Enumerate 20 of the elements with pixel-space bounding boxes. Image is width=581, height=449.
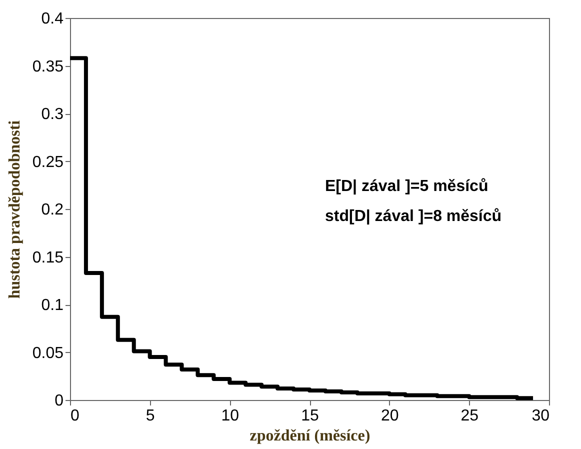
y-axis-title: hustota pravděpodobnosti xyxy=(6,120,24,299)
x-tick-label: 20 xyxy=(380,408,399,424)
x-tick-label: 10 xyxy=(221,408,240,424)
y-tick-label: 0.15 xyxy=(32,249,64,266)
annotation: std[D| zával ]=8 měsíců xyxy=(325,208,502,225)
y-tick-label: 0.35 xyxy=(32,58,64,76)
x-tick-label: 30 xyxy=(532,408,550,424)
y-tick-label: 0.1 xyxy=(41,297,64,314)
x-axis-title: zpoždění (měsíce) xyxy=(250,428,370,444)
y-tick-label: 0.2 xyxy=(41,202,64,218)
y-tick-label: 0.3 xyxy=(41,106,64,123)
x-tick-label: 15 xyxy=(301,408,319,424)
annotation: E[D| zával ]=5 měsíců xyxy=(325,178,488,195)
y-tick-label: 0.25 xyxy=(32,154,64,171)
y-tick-label: 0.4 xyxy=(41,10,64,28)
y-tick-label: 0 xyxy=(54,392,64,410)
y-tick-label: 0.05 xyxy=(32,344,64,362)
x-tick-label: 0 xyxy=(70,408,80,424)
x-tick-label: 25 xyxy=(460,408,479,424)
x-tick-label: 5 xyxy=(146,408,155,424)
